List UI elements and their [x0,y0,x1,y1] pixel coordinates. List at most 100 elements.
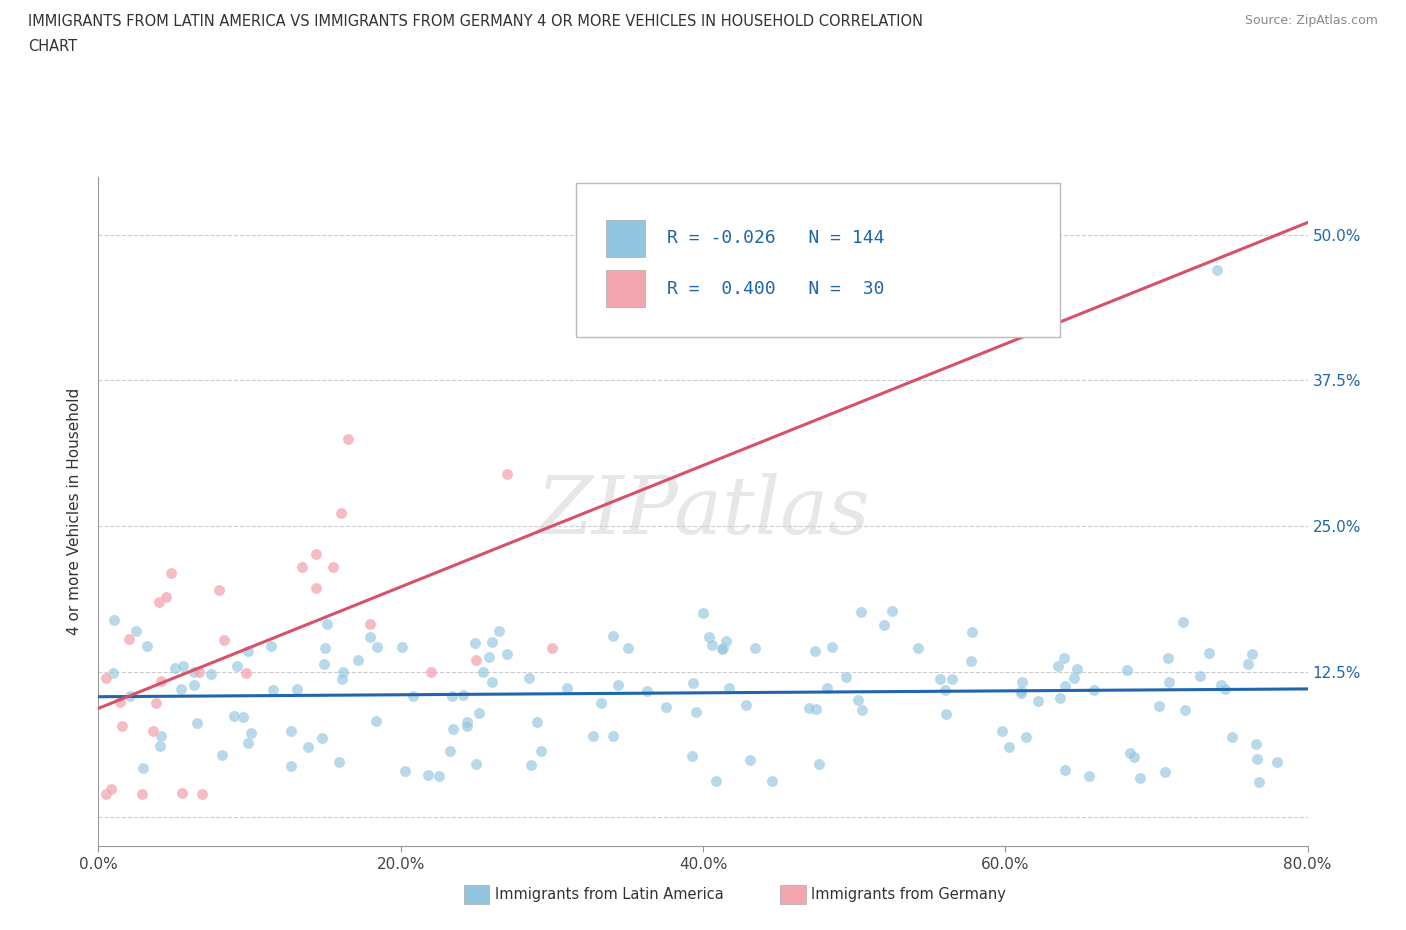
Point [402,688,425,703]
Point [582,728,605,743]
Point [239,726,262,741]
Point [1237,657,1260,671]
Point [297,740,319,755]
Point [148,594,170,609]
Point [806,702,828,717]
Point [456,714,478,729]
Point [311,731,333,746]
Point [555,681,578,696]
Point [285,682,308,697]
Point [183,678,205,693]
Point [1174,702,1197,717]
Point [159,565,181,580]
Point [1010,684,1032,698]
Point [1053,651,1076,666]
Point [190,787,212,802]
Point [366,639,388,654]
Point [1122,750,1144,764]
Point [655,700,678,715]
Point [929,671,952,686]
Point [1209,677,1232,692]
Point [591,696,613,711]
Point [526,715,548,730]
Point [1010,685,1032,700]
Point [464,756,486,771]
Bar [606,220,645,257]
Point [149,738,172,753]
Point [439,744,461,759]
Point [617,641,640,656]
Point [517,671,540,685]
Point [186,716,208,731]
Point [1054,763,1077,777]
Point [225,658,247,673]
Point [420,664,443,679]
Text: Immigrants from Germany: Immigrants from Germany [811,887,1007,902]
Point [1246,737,1268,751]
Point [834,670,856,684]
Point [1206,262,1229,277]
Point [150,674,173,689]
Point [94,787,117,802]
Point [1147,698,1170,713]
Point [704,773,727,788]
Point [332,665,354,680]
Point [172,658,194,673]
Point [821,639,844,654]
Point [495,466,517,481]
Point [1220,729,1243,744]
Point [797,700,820,715]
Point [330,671,353,686]
Point [761,774,783,789]
Point [1156,650,1178,665]
Point [714,633,737,648]
Point [468,706,491,721]
Point [170,786,193,801]
Point [187,665,209,680]
Point [391,639,413,654]
Point [1240,646,1263,661]
Point [183,665,205,680]
Point [849,604,872,619]
Point [222,709,245,724]
Point [1246,751,1268,766]
Text: ZIPatlas: ZIPatlas [536,472,870,551]
Text: CHART: CHART [28,39,77,54]
Bar [606,271,645,307]
Point [738,752,761,767]
Point [108,694,131,709]
Point [1026,694,1049,709]
Point [280,758,302,773]
Point [602,729,624,744]
Point [200,667,222,682]
Point [441,721,464,736]
Point [478,650,501,665]
Point [465,653,488,668]
Point [260,639,283,654]
Text: Source: ZipAtlas.com: Source: ZipAtlas.com [1244,14,1378,27]
Point [520,757,543,772]
Point [1014,730,1036,745]
Point [1083,683,1105,698]
Point [873,618,896,632]
Point [416,767,439,782]
Point [1198,645,1220,660]
Point [1119,745,1142,760]
Point [322,559,344,574]
Point [495,647,517,662]
Point [120,688,142,703]
Point [305,547,328,562]
Point [1046,658,1069,673]
Point [103,613,125,628]
Point [336,432,359,446]
Point [1188,669,1211,684]
Point [851,703,873,718]
Point [100,782,122,797]
Point [815,681,838,696]
Point [880,604,903,618]
Point [472,665,495,680]
Point [602,629,624,644]
Point [262,683,284,698]
Point [291,559,314,574]
Point [131,787,153,802]
